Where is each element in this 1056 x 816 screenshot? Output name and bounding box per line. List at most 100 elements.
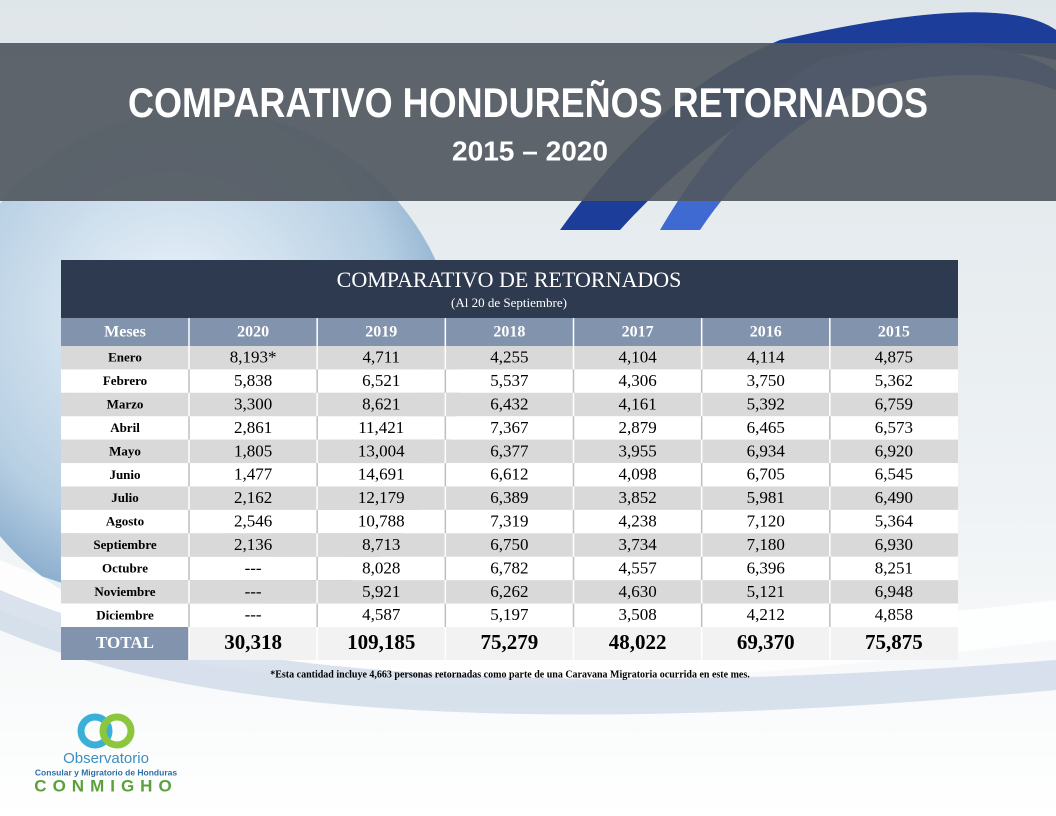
cell-value: 5,981 <box>747 488 785 507</box>
footnote: *Esta cantidad incluye 4,663 personas re… <box>270 669 750 680</box>
cell-value: 7,180 <box>747 535 785 554</box>
cell-value: 7,367 <box>490 418 529 437</box>
cell-value: 3,300 <box>234 394 272 413</box>
total-label: TOTAL <box>96 633 154 652</box>
cell-value: 3,852 <box>618 488 656 507</box>
table-row <box>61 533 958 557</box>
table-row <box>61 392 958 417</box>
ribbon-light <box>0 590 1056 715</box>
month-label: Enero <box>108 350 142 365</box>
cell-value: 4,711 <box>362 348 400 367</box>
month-label: Octubre <box>102 560 148 575</box>
column-header: 2017 <box>622 324 654 341</box>
month-label: Abril <box>110 420 140 435</box>
cell-value: 4,104 <box>618 348 657 367</box>
cell-value: 6,705 <box>747 465 785 484</box>
header-subtitle: 2015 – 2020 <box>452 135 608 166</box>
cell-value: 2,861 <box>234 418 272 437</box>
cell-value: 4,212 <box>747 605 785 624</box>
cell-value: 6,432 <box>490 394 528 413</box>
logo-ring <box>99 713 135 749</box>
cell-value: 4,858 <box>875 605 913 624</box>
cell-value: 1,805 <box>234 441 272 460</box>
header-row <box>61 318 958 346</box>
table-row <box>61 580 958 604</box>
cell-value: 7,319 <box>490 512 528 531</box>
table-row <box>61 369 958 393</box>
table-row <box>61 486 958 510</box>
logo-name: Observatorio <box>63 750 149 767</box>
cell-value: 6,930 <box>875 535 913 554</box>
cell-value: 5,838 <box>234 371 272 390</box>
month-label: Septiembre <box>93 537 157 552</box>
cell-value: 5,921 <box>362 582 400 601</box>
cell-value: 5,392 <box>747 394 785 413</box>
table-row <box>61 463 958 487</box>
cell-value: 6,759 <box>875 394 913 413</box>
cell-value: 3,750 <box>747 371 785 390</box>
cell-value: 3,508 <box>618 605 656 624</box>
month-label: Mayo <box>109 443 141 458</box>
cell-value: --- <box>245 605 262 624</box>
column-header: Meses <box>104 324 146 341</box>
table: Meses 2020 2019 2018 2017 2016 2015 Enero 8,193*… <box>61 318 958 660</box>
cell-value: 6,377 <box>490 441 529 460</box>
column-header: 2019 <box>365 324 397 341</box>
month-label: Febrero <box>103 373 147 388</box>
total-value: 75,875 <box>865 630 923 654</box>
header-title: COMPARATIVO HONDUREÑOS RETORNADOS <box>128 79 928 126</box>
table-row <box>61 439 958 464</box>
cell-value: --- <box>245 582 262 601</box>
cell-value: 8,713 <box>362 535 400 554</box>
cell-value: 5,197 <box>490 605 529 624</box>
cell-value: 10,788 <box>358 512 405 531</box>
total-row <box>61 627 958 660</box>
cell-value: 6,545 <box>875 465 913 484</box>
cell-value: 6,934 <box>747 441 786 460</box>
cell-value: 4,587 <box>362 605 401 624</box>
month-label: Marzo <box>107 397 144 412</box>
logo-subtitle: Consular y Migratorio de Honduras <box>35 767 177 777</box>
header-band <box>0 43 1056 201</box>
cell-value: 4,114 <box>747 348 785 367</box>
table-row <box>61 416 958 440</box>
cell-value: 5,537 <box>490 371 529 390</box>
cell-value: 6,612 <box>490 465 528 484</box>
column-header: 2016 <box>750 324 782 341</box>
cell-value: 4,306 <box>618 371 656 390</box>
cell-value: 6,262 <box>490 582 528 601</box>
total-value: 75,279 <box>481 630 539 654</box>
cell-value: 2,546 <box>234 512 272 531</box>
cell-value: 2,136 <box>234 535 272 554</box>
cell-value: 5,364 <box>875 512 914 531</box>
cell-value: 6,465 <box>747 418 785 437</box>
cell-value: 6,521 <box>362 371 400 390</box>
cell-value: 8,251 <box>875 558 913 577</box>
cell-value: 7,120 <box>747 512 785 531</box>
cell-value: 11,421 <box>358 418 404 437</box>
cell-value: 3,955 <box>618 441 656 460</box>
table-title: COMPARATIVO DE RETORNADOS <box>337 267 682 292</box>
cell-value: 2,879 <box>618 418 656 437</box>
cell-value: 6,573 <box>875 418 913 437</box>
cell-value: 6,948 <box>875 582 913 601</box>
cell-value: 8,621 <box>362 394 400 413</box>
cell-value: 8,028 <box>362 558 400 577</box>
column-header: 2018 <box>493 324 525 341</box>
cell-value: 6,750 <box>490 535 528 554</box>
cell-value: 6,782 <box>490 558 528 577</box>
cell-value: 4,630 <box>618 582 656 601</box>
month-label: Agosto <box>106 514 144 529</box>
column-header: 2015 <box>878 324 910 341</box>
cell-value: 2,162 <box>234 488 272 507</box>
logo: Observatorio Consular y Migratorio de Ho… <box>34 713 177 795</box>
table-subtitle: (Al 20 de Septiembre) <box>451 295 567 310</box>
logo-ring <box>77 713 113 749</box>
total-value: 109,185 <box>347 630 415 654</box>
cell-value: 8,193* <box>230 348 277 367</box>
table-row <box>61 556 958 581</box>
month-label: Julio <box>111 490 138 505</box>
cell-value: 1,477 <box>234 465 273 484</box>
total-value: 69,370 <box>737 630 795 654</box>
